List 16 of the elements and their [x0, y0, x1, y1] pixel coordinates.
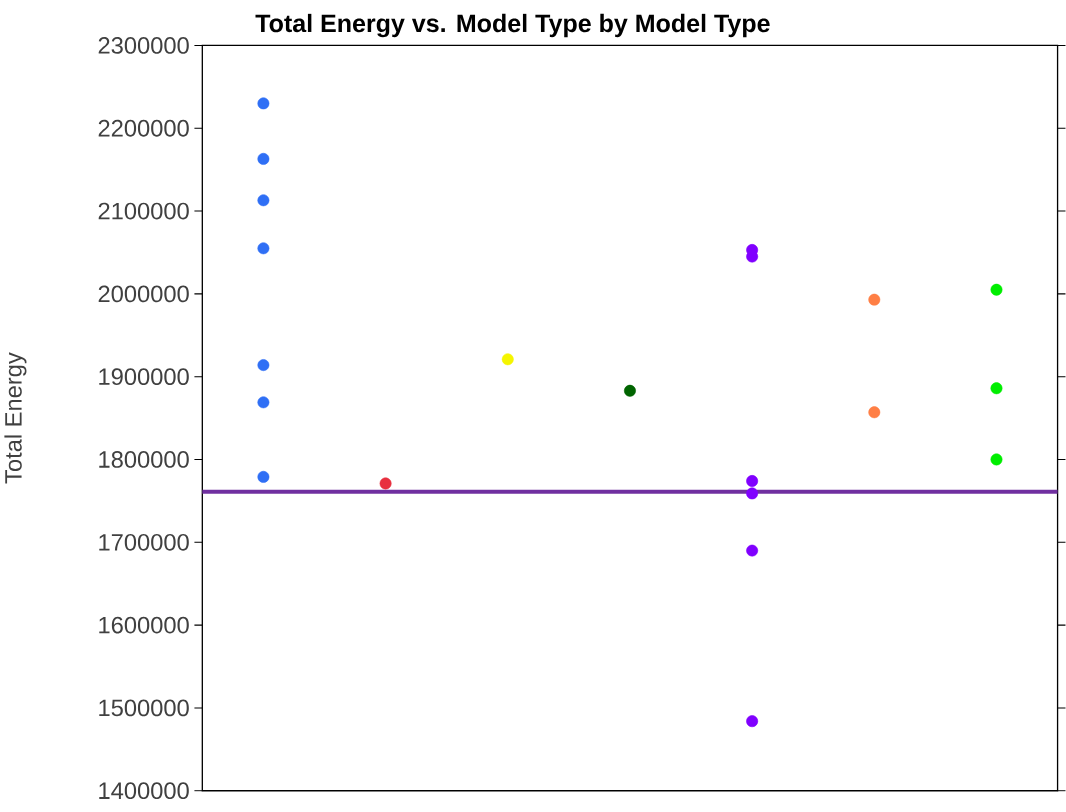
y-axis-title: Total Energy — [4, 352, 27, 484]
y-tick-label: 1400000 — [99, 782, 189, 800]
point — [624, 384, 636, 397]
y-tick-label: 1600000 — [99, 616, 189, 634]
y-tick-label: 1700000 — [99, 533, 189, 551]
chart-title: Total Energy vs. Model Type by Model Type — [255, 13, 770, 38]
y-tick-label: 2200000 — [98, 119, 189, 137]
y-tick-label: 1800000 — [99, 451, 189, 468]
y-tick-label: 2100000 — [98, 202, 189, 220]
y-tick-label: 1900000 — [99, 368, 189, 386]
point — [257, 471, 270, 483]
y-tick-label: 2300000 — [98, 37, 189, 54]
point — [379, 477, 392, 490]
y-tick-label: 1500000 — [99, 699, 189, 717]
point — [501, 353, 514, 366]
y-tick-label: 2000000 — [98, 285, 189, 303]
